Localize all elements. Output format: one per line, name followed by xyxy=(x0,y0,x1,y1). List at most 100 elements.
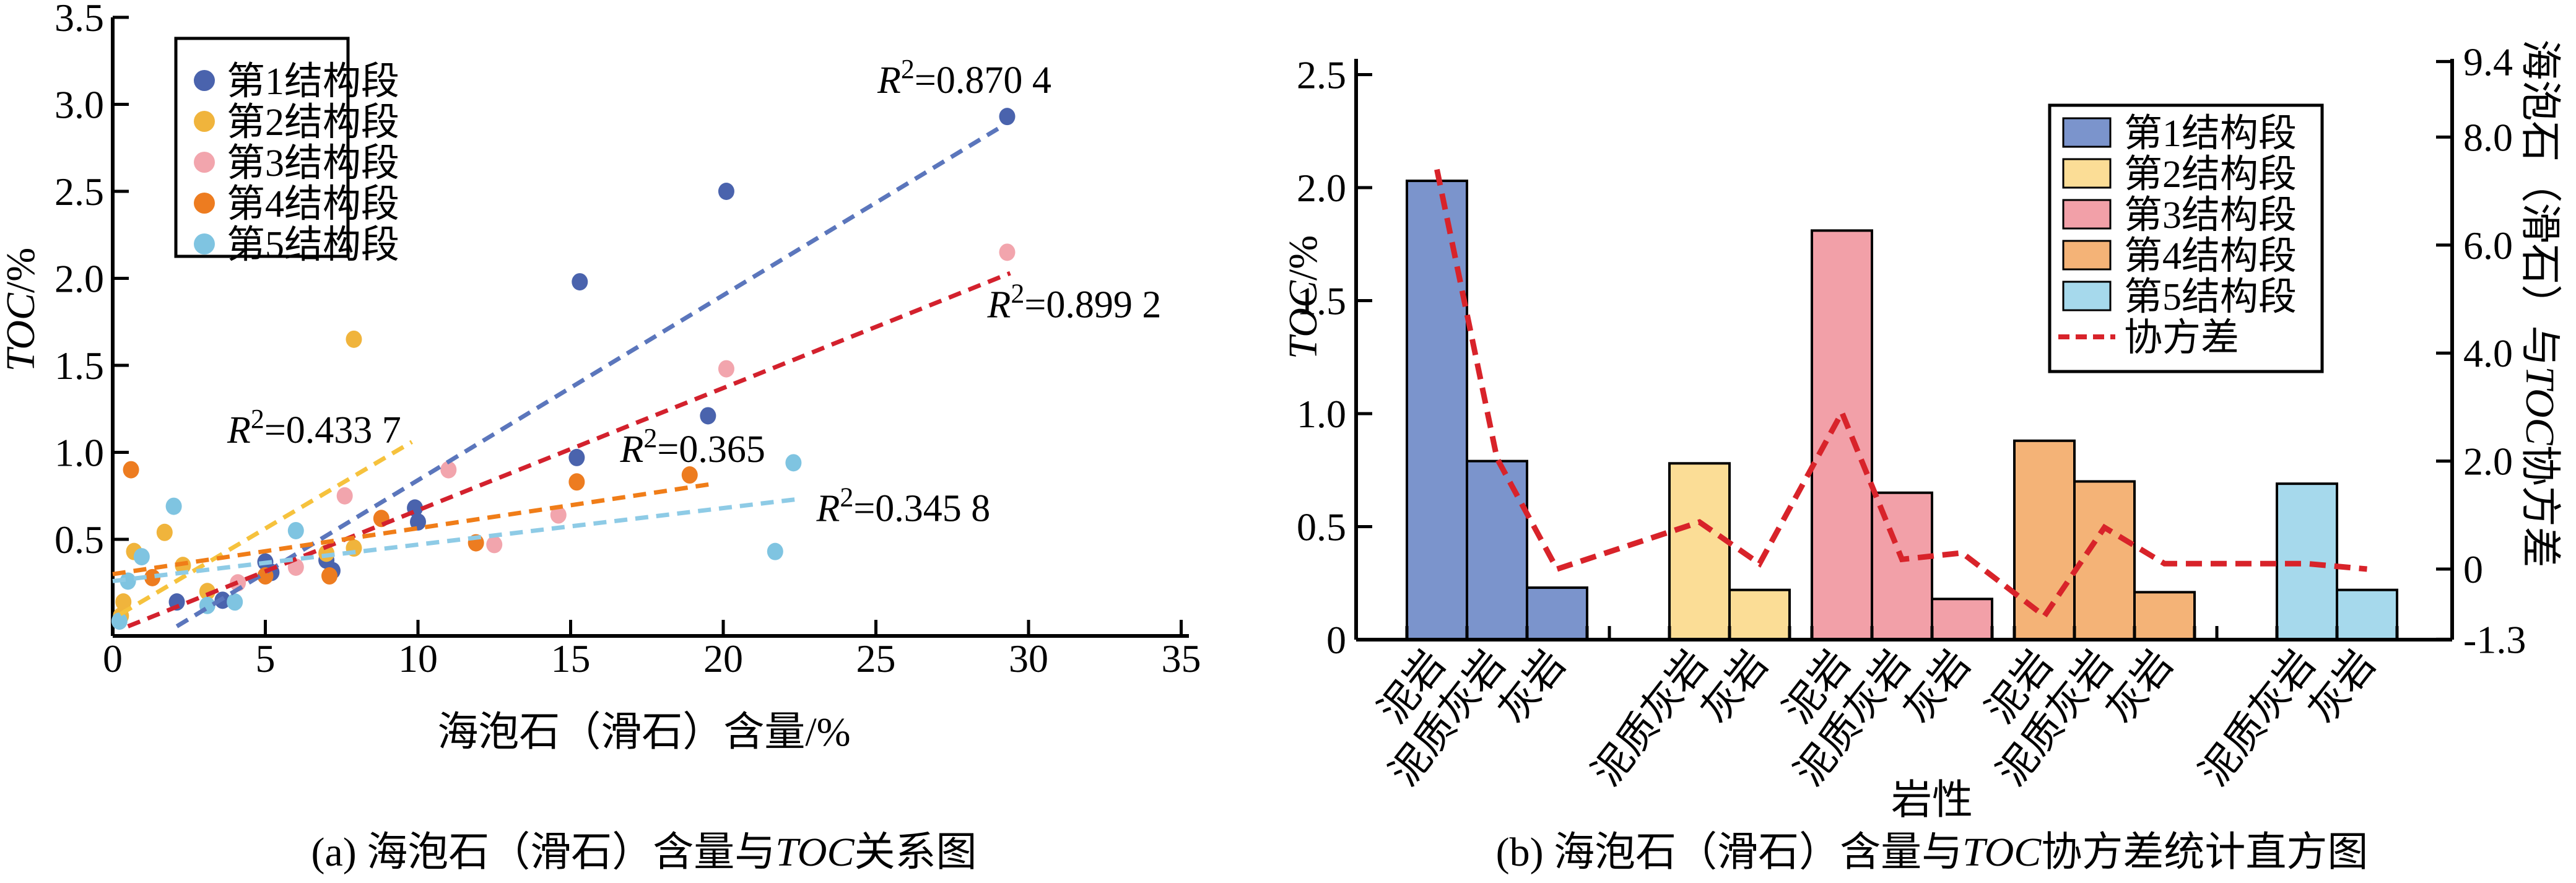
bar-第4结构段-泥岩 xyxy=(2013,439,2076,641)
scatter-point-series-1 xyxy=(572,273,588,291)
x-tick-label: 25 xyxy=(856,637,896,681)
scatter-point-series-4 xyxy=(568,473,585,491)
scatter-point-series-2 xyxy=(115,593,132,611)
scatter-point-series-1 xyxy=(718,183,734,200)
x-tick-label: 35 xyxy=(1162,637,1201,681)
left-y-tick-label: 2.0 xyxy=(1297,166,1346,210)
panel-b-caption-prefix: (b) 海泡石（滑石）含量与 xyxy=(1495,830,1963,875)
bar-第3结构段-灰岩 xyxy=(1931,598,1993,641)
panel-b-left-y-axis-title-italic: TOC xyxy=(1281,281,1326,360)
panel-b-caption: (b) 海泡石（滑石）含量与TOC协方差统计直方图 xyxy=(1288,819,2576,878)
x-category-label-灰岩: 灰岩 xyxy=(1693,642,1777,732)
scatter-point-series-5 xyxy=(227,593,243,611)
r2-annotation-series-4: R2=0.365 xyxy=(620,423,765,471)
panel-b-bar-chart: 0 0.5 1.0 1.5 2.0 2.5 9.4 8.0 6.0 4.0 2.0 0 -1.3 泥岩 泥质… xyxy=(1281,0,2576,883)
x-tick-label: 30 xyxy=(1009,637,1048,681)
y-tick-label: 1.0 xyxy=(54,431,104,475)
panel-b-right-y-axis-title-suffix: 协方差 xyxy=(2517,445,2562,568)
scatter-point-series-1 xyxy=(568,448,585,466)
right-y-tick-label: 9.4 xyxy=(2463,40,2513,84)
x-tick-label: 0 xyxy=(103,637,123,681)
bar-第4结构段-泥质灰岩 xyxy=(2073,480,2136,641)
scatter-point-series-4 xyxy=(321,567,338,585)
bar-第4结构段-灰岩 xyxy=(2133,591,2196,641)
scatter-point-series-1 xyxy=(700,407,716,425)
scatter-point-series-5 xyxy=(767,542,783,560)
legend-label-covariance: 协方差 xyxy=(2124,317,2239,359)
scatter-point-series-5 xyxy=(120,572,136,590)
panel-a-caption-suffix: 关系图 xyxy=(854,830,977,875)
scatter-point-series-5 xyxy=(133,548,150,566)
x-category-label-灰岩: 灰岩 xyxy=(1490,642,1574,732)
trend-line-series-5 xyxy=(112,497,797,583)
panel-b-caption-italic: TOC xyxy=(1962,830,2042,875)
legend-label-series-3: 第3结构段 xyxy=(227,142,399,185)
y-tick-label: 3.0 xyxy=(54,83,104,127)
scatter-point-series-2 xyxy=(156,523,173,541)
bar-第1结构段-泥岩 xyxy=(1406,180,1468,641)
panel-b-left-y-axis-title-rest: /% xyxy=(1281,235,1326,281)
left-y-tick-label: 2.5 xyxy=(1297,53,1346,97)
panel-a-y-axis-title-italic: TOC xyxy=(0,293,43,372)
r2-annotation-series-5: R2=0.345 8 xyxy=(816,482,990,529)
x-tick-label: 20 xyxy=(703,637,743,681)
legend-label-第1结构段: 第1结构段 xyxy=(2124,113,2297,155)
trend-line-series-4 xyxy=(112,481,715,576)
legend-label-第4结构段: 第4结构段 xyxy=(2124,235,2297,277)
panel-a-y-axis-title-rest: /% xyxy=(0,247,43,294)
legend-marker-series-4 xyxy=(194,193,215,214)
y-tick-label: 1.5 xyxy=(54,344,104,388)
panel-a-caption-prefix: (a) 海泡石（滑石）含量与 xyxy=(311,830,776,875)
scatter-point-series-3 xyxy=(550,506,567,524)
bar-第5结构段-灰岩 xyxy=(2336,588,2398,642)
panel-a-caption: (a) 海泡石（滑石）含量与TOC关系图 xyxy=(0,819,1288,878)
scatter-point-series-4 xyxy=(681,466,698,484)
x-tick-label: 5 xyxy=(256,637,276,681)
y-tick-label: 2.0 xyxy=(54,257,104,301)
y-tick-label: 3.5 xyxy=(54,0,104,40)
r2-annotation-series-3: R2=0.899 2 xyxy=(987,279,1162,326)
bar-第1结构段-灰岩 xyxy=(1526,586,1588,641)
trend-line-series-3 xyxy=(127,271,1011,629)
right-y-tick-label: -1.3 xyxy=(2463,617,2526,661)
bar-第2结构段-灰岩 xyxy=(1728,588,1791,642)
legend-label-第2结构段: 第2结构段 xyxy=(2124,154,2297,196)
legend-marker-series-1 xyxy=(194,70,215,91)
scatter-point-series-1 xyxy=(410,513,426,531)
legend-label-第5结构段: 第5结构段 xyxy=(2124,276,2297,318)
legend-marker-series-2 xyxy=(194,111,215,132)
panel-b-left-y-axis-title: TOC/% xyxy=(1280,235,1327,360)
scatter-point-series-2 xyxy=(346,330,362,348)
legend-marker-series-3 xyxy=(194,152,215,173)
legend-label-series-1: 第1结构段 xyxy=(227,61,399,103)
right-y-tick-label: 2.0 xyxy=(2463,440,2513,484)
panel-a-x-axis-title-text: 海泡石（滑石）含量/% xyxy=(437,710,851,755)
y-tick-label: 0.5 xyxy=(54,518,104,562)
legend-marker-series-5 xyxy=(194,233,215,254)
x-category-label-灰岩: 灰岩 xyxy=(1895,642,1979,732)
panel-b-right-y-axis-title-italic: TOC xyxy=(2517,366,2562,445)
r2-annotation-series-1: R2=0.870 4 xyxy=(877,54,1051,102)
left-y-tick-label: 0 xyxy=(1326,618,1346,662)
covariance-line xyxy=(1434,168,2367,620)
panel-a-legend-box xyxy=(174,37,350,258)
panel-b-right-y-axis-title-prefix: 海泡石（滑石）与 xyxy=(2517,39,2562,367)
scatter-point-series-3 xyxy=(486,536,503,554)
panel-b-legend-box xyxy=(2048,103,2324,373)
x-category-label-灰岩: 灰岩 xyxy=(2098,642,2182,732)
left-y-tick-label: 1.5 xyxy=(1297,279,1346,323)
x-tick-label: 15 xyxy=(551,637,591,681)
scatter-point-series-3 xyxy=(336,487,353,505)
scatter-point-series-4 xyxy=(123,461,139,479)
legend-label-series-2: 第2结构段 xyxy=(227,102,399,144)
scatter-point-series-3 xyxy=(718,360,734,378)
x-tick-label: 10 xyxy=(398,637,438,681)
right-y-tick-label: 8.0 xyxy=(2463,115,2513,159)
trend-line-series-2 xyxy=(119,440,413,616)
panel-b-x-axis-title-text: 岩性 xyxy=(1891,778,1973,823)
scatter-point-series-4 xyxy=(144,568,161,586)
bar-第2结构段-泥质灰岩 xyxy=(1668,462,1731,641)
scatter-point-series-3 xyxy=(999,243,1016,261)
y-tick-label: 2.5 xyxy=(54,170,104,214)
